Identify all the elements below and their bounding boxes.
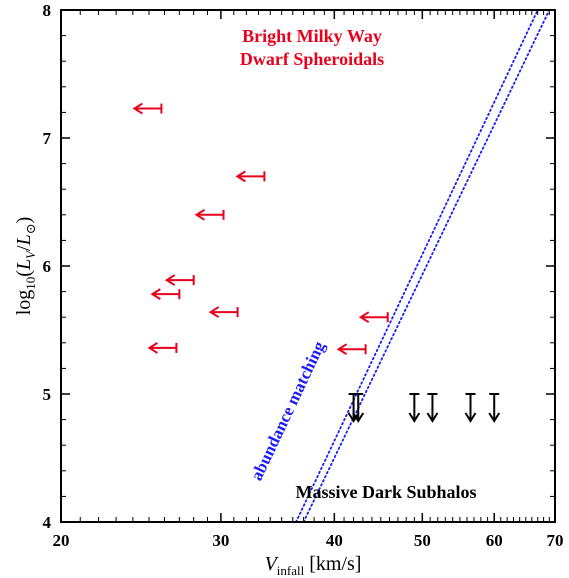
- y-tick-label: 8: [43, 1, 52, 20]
- upper-limit-left-arrow: [147, 342, 178, 354]
- arrow-head: [147, 342, 158, 354]
- subhalos-label: Massive Dark Subhalos: [295, 482, 476, 502]
- arrow-head: [150, 288, 161, 301]
- upper-limit-down-arrow: [426, 393, 439, 423]
- arrow-head: [352, 412, 365, 423]
- arrow-head: [488, 412, 501, 423]
- arrow-head: [164, 274, 176, 286]
- arrow-head: [194, 208, 206, 221]
- svg-text:log10(LV/L⊙): log10(LV/L⊙): [13, 217, 38, 316]
- data-marks: [132, 102, 501, 423]
- x-tick-label: 50: [414, 531, 431, 550]
- upper-limit-left-arrow: [194, 208, 225, 221]
- arrow-head: [132, 102, 143, 115]
- arrow-head: [464, 412, 477, 423]
- upper-limit-left-arrow: [235, 170, 266, 183]
- upper-limit-left-arrow: [336, 343, 367, 356]
- y-tick-label: 4: [43, 513, 52, 532]
- dwarfs-label-line2: Dwarf Spheroidals: [240, 49, 384, 69]
- y-tick-label: 6: [43, 257, 52, 276]
- arrow-head: [336, 343, 348, 356]
- y-axis-label: log10(LV/L⊙): [13, 217, 38, 316]
- upper-limit-left-arrow: [132, 102, 163, 115]
- upper-limit-left-arrow: [358, 311, 389, 324]
- x-tick-label: 20: [53, 531, 70, 550]
- abundance-matching-line: [302, 9, 551, 523]
- y-tick-labels: 4 5 6 7 8: [43, 1, 52, 532]
- upper-limit-left-arrow: [150, 288, 181, 301]
- arrow-head: [347, 412, 360, 423]
- svg-text:Vinfall [km/s]: Vinfall [km/s]: [265, 553, 362, 578]
- arrow-head: [235, 170, 246, 183]
- arrow-head: [358, 311, 370, 324]
- plot-frame: [60, 9, 556, 523]
- x-tick-labels: 20 30 40 50 60 70: [53, 531, 564, 550]
- upper-limit-left-arrow: [164, 274, 195, 286]
- arrow-head: [426, 412, 439, 423]
- upper-limit-down-arrow: [352, 393, 365, 423]
- arrow-head: [408, 412, 421, 423]
- x-tick-label: 70: [547, 531, 564, 550]
- x-axis-label: Vinfall [km/s]: [265, 553, 362, 578]
- upper-limit-down-arrow: [488, 393, 501, 423]
- x-tick-label: 30: [212, 531, 229, 550]
- upper-limit-down-arrow: [408, 393, 421, 423]
- x-tick-label: 40: [326, 531, 343, 550]
- axis-ticks: [60, 9, 556, 523]
- arrow-head: [208, 306, 220, 318]
- abundance-matching-label: abundance matching: [247, 338, 329, 484]
- x-tick-label: 60: [486, 531, 503, 550]
- upper-limit-left-arrow: [208, 306, 239, 318]
- dwarfs-label-line1: Bright Milky Way: [242, 26, 382, 46]
- y-tick-label: 7: [43, 129, 52, 148]
- abundance-matching-lines: [295, 9, 551, 523]
- upper-limit-down-arrow: [464, 393, 477, 423]
- abundance-matching-line: [295, 9, 539, 523]
- y-tick-label: 5: [43, 385, 52, 404]
